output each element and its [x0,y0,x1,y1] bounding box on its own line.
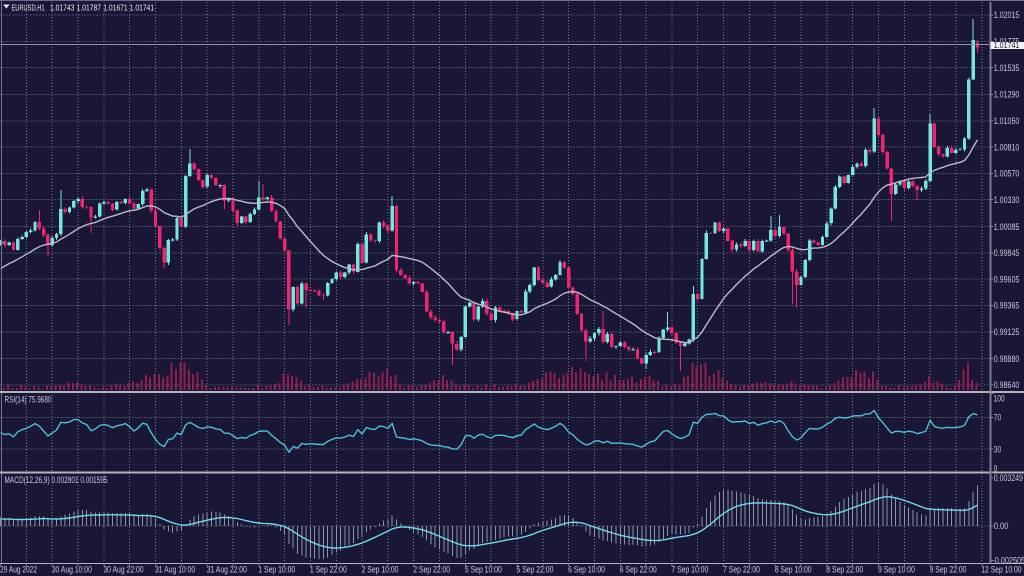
svg-text:1 Sep 10:00: 1 Sep 10:00 [258,564,295,574]
svg-text:0.98880: 0.98880 [994,354,1020,364]
svg-text:1.00810: 1.00810 [994,142,1020,152]
svg-text:30: 30 [994,444,1001,454]
svg-text:-0.002505: -0.002505 [992,556,1024,566]
svg-text:1.01741: 1.01741 [994,40,1020,50]
svg-text:1.01787: 1.01787 [77,3,102,13]
svg-text:0.00: 0.00 [994,521,1009,531]
svg-text:30 Aug 22:00: 30 Aug 22:00 [103,564,143,574]
svg-text:6 Sep 10:00: 6 Sep 10:00 [568,564,605,574]
svg-text:1.01050: 1.01050 [994,116,1020,126]
svg-text:2 Sep 22:00: 2 Sep 22:00 [413,564,450,574]
svg-text:0: 0 [994,464,998,474]
svg-text:0.99605: 0.99605 [994,274,1020,284]
svg-text:7 Sep 10:00: 7 Sep 10:00 [671,564,708,574]
svg-text:1.01775: 1.01775 [994,37,1020,47]
svg-text:1.00085: 1.00085 [994,222,1020,232]
svg-text:7 Sep 22:00: 7 Sep 22:00 [723,564,760,574]
svg-text:31 Aug 10:00: 31 Aug 10:00 [155,564,195,574]
svg-text:30 Aug 10:00: 30 Aug 10:00 [52,564,92,574]
svg-text:8 Sep 10:00: 8 Sep 10:00 [775,564,812,574]
svg-text:9 Sep 10:00: 9 Sep 10:00 [878,564,915,574]
svg-text:1.01741: 1.01741 [130,3,155,13]
svg-text:6 Sep 22:00: 6 Sep 22:00 [620,564,657,574]
svg-text:1 Sep 22:00: 1 Sep 22:00 [310,564,347,574]
svg-text:0.003249: 0.003249 [994,473,1023,483]
svg-text:70: 70 [994,413,1001,423]
svg-text:12 Sep 10:00: 12 Sep 10:00 [981,564,1021,574]
svg-text:1.01743: 1.01743 [50,3,75,13]
svg-text:0.99365: 0.99365 [994,301,1020,311]
svg-text:29 Aug 2022: 29 Aug 2022 [0,564,37,574]
svg-text:1.01535: 1.01535 [994,63,1020,73]
svg-text:1.01290: 1.01290 [994,90,1020,100]
svg-text:100: 100 [994,393,1005,403]
svg-text:1.00330: 1.00330 [994,195,1020,205]
svg-text:5 Sep 10:00: 5 Sep 10:00 [465,564,502,574]
svg-text:5 Sep 22:00: 5 Sep 22:00 [517,564,554,574]
svg-text:8 Sep 22:00: 8 Sep 22:00 [826,564,863,574]
svg-text:1.01671: 1.01671 [103,3,128,13]
svg-text:RSI(14) 75.9680: RSI(14) 75.9680 [5,394,52,404]
svg-text:EURUSD,H1: EURUSD,H1 [12,3,45,13]
svg-text:2 Sep 10:00: 2 Sep 10:00 [362,564,399,574]
svg-text:0.98640: 0.98640 [994,380,1020,390]
svg-text:0.99125: 0.99125 [994,327,1020,337]
svg-text:0.99845: 0.99845 [994,248,1020,258]
svg-text:1.00570: 1.00570 [994,169,1020,179]
svg-text:9 Sep 22:00: 9 Sep 22:00 [930,564,967,574]
svg-text:31 Aug 22:00: 31 Aug 22:00 [207,564,247,574]
svg-text:1.02015: 1.02015 [994,10,1020,20]
svg-text:MACD(12,26,9) 0.002801 0.00159: MACD(12,26,9) 0.002801 0.001595 [5,475,108,485]
